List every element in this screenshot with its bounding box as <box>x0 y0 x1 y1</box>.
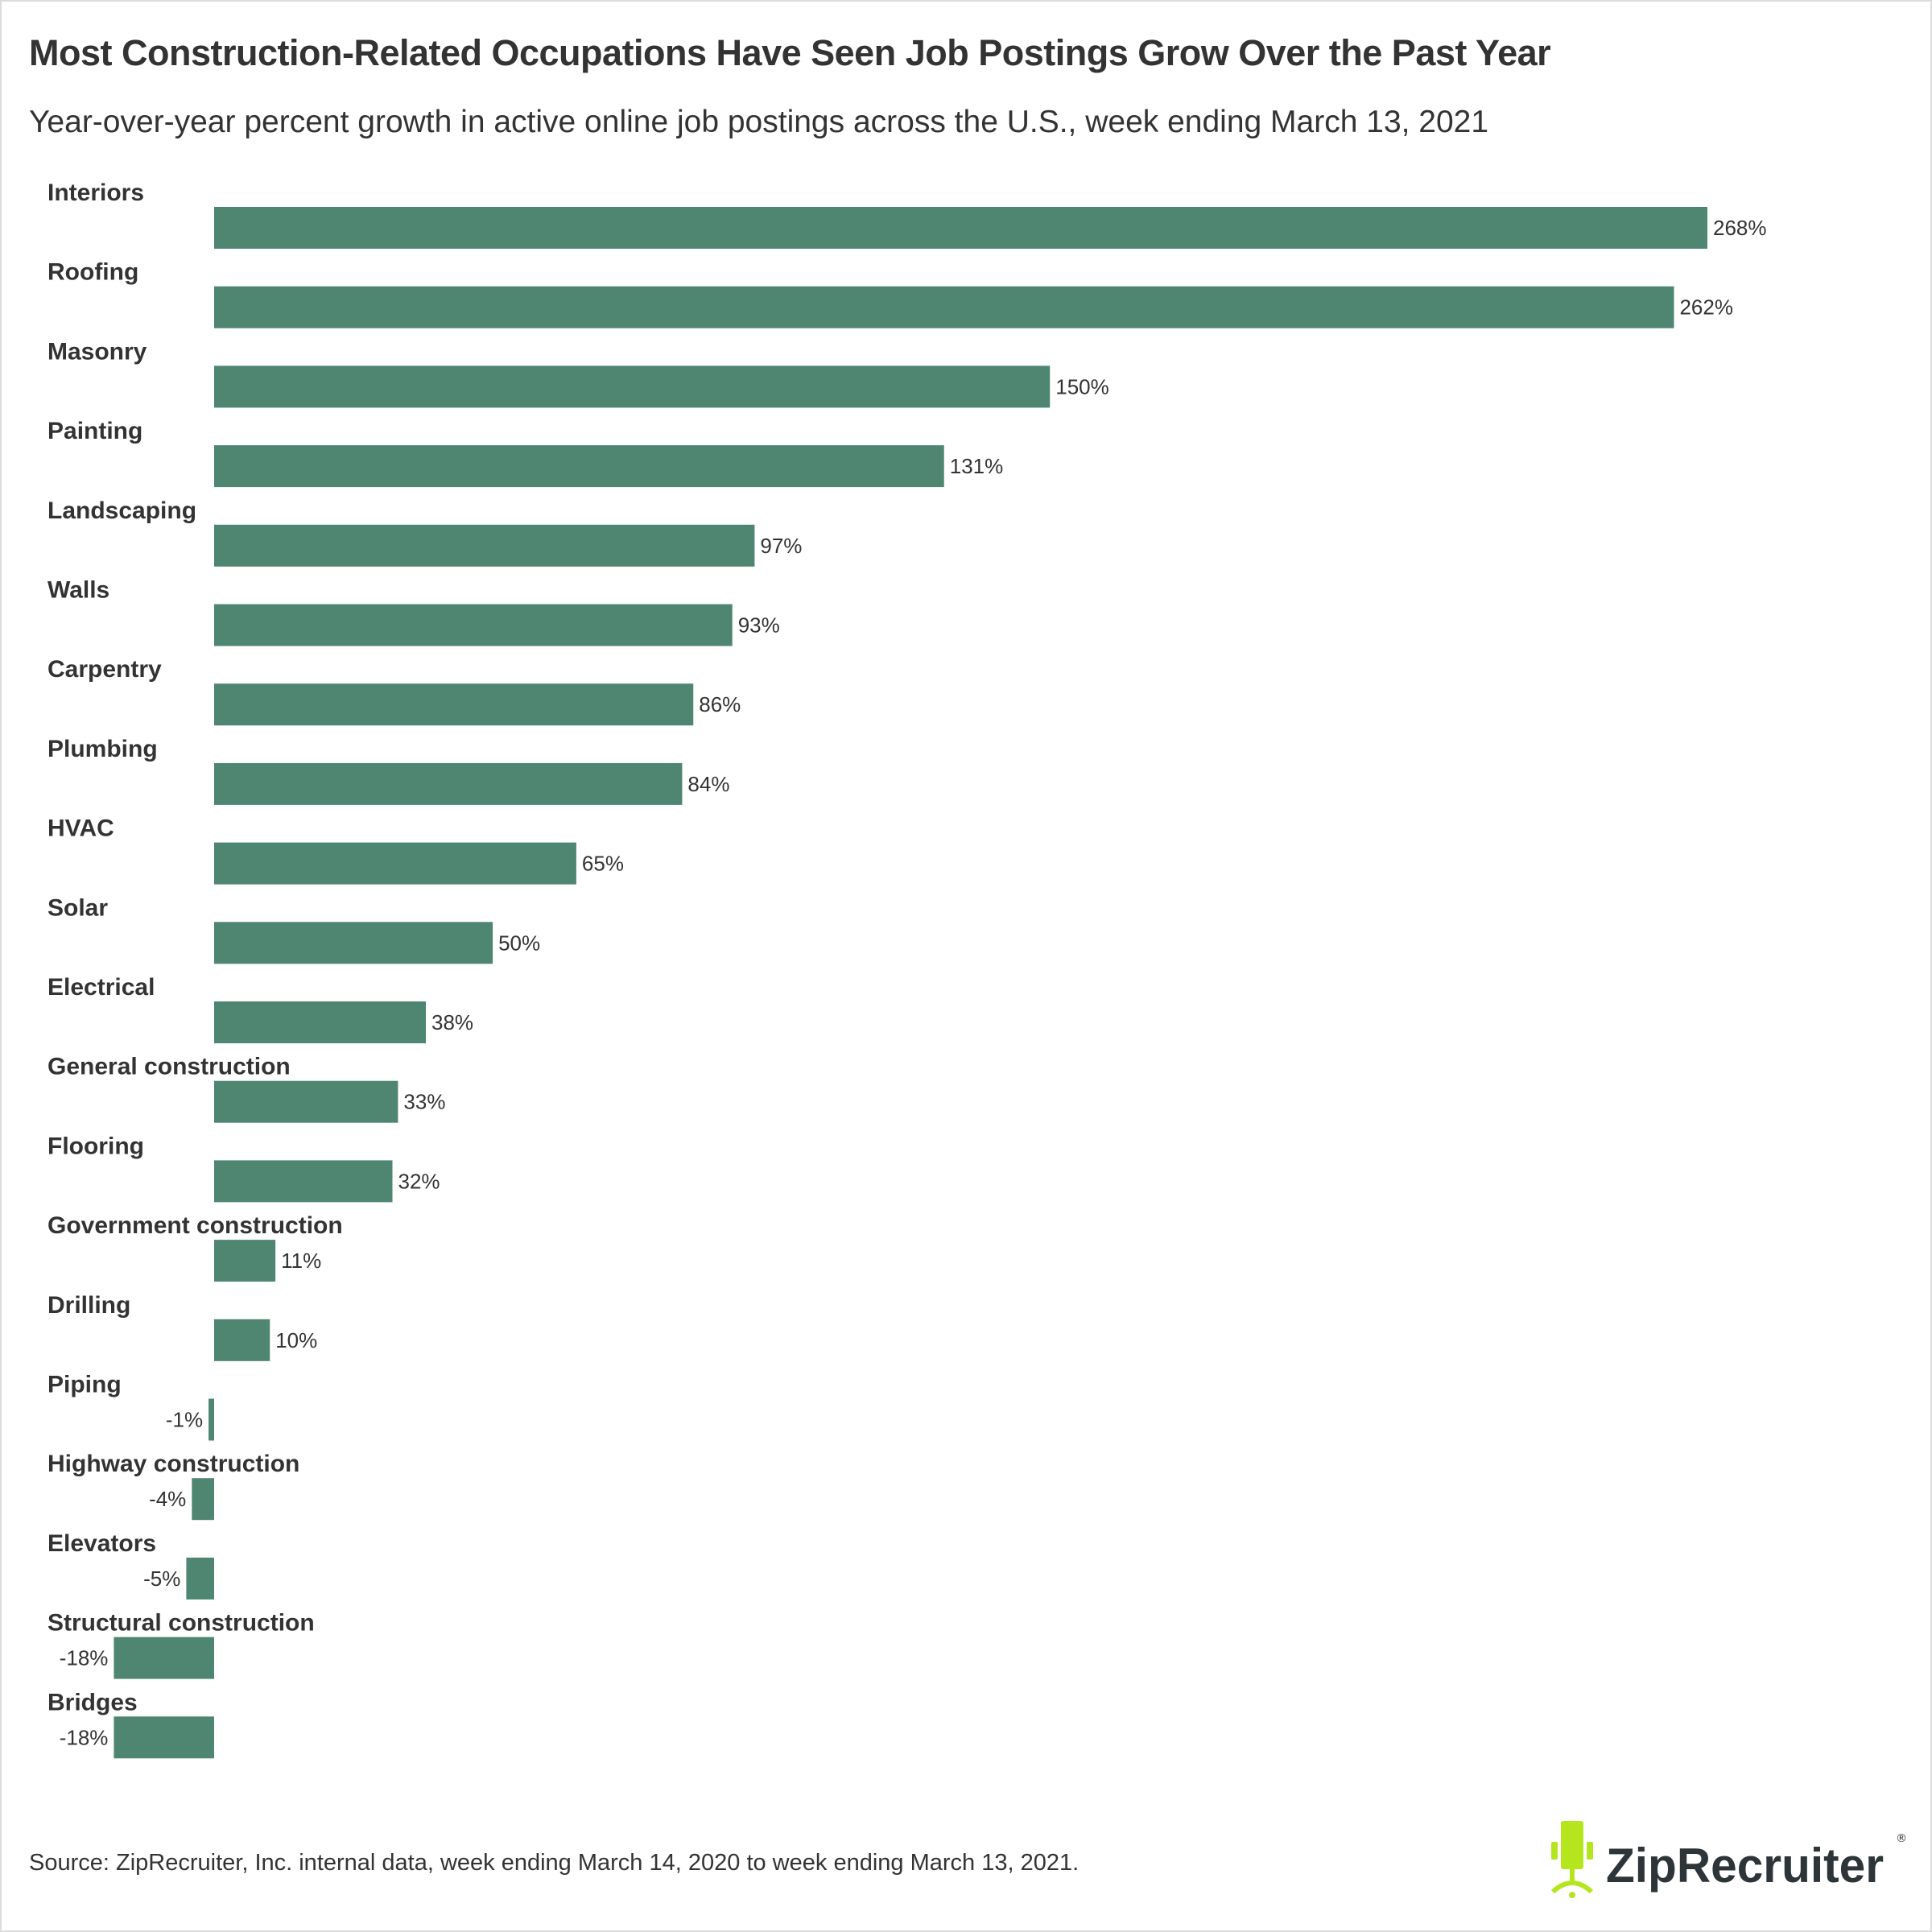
registered-mark: ® <box>1896 1832 1907 1845</box>
value-label: 65% <box>582 852 624 876</box>
source-note: Source: ZipRecruiter, Inc. internal data… <box>29 1850 1080 1876</box>
bar <box>114 1637 214 1679</box>
category-label: Piping <box>47 1372 122 1398</box>
bar <box>214 365 1051 408</box>
category-label: Highway construction <box>47 1451 299 1477</box>
bar <box>208 1398 214 1441</box>
category-label: Painting <box>47 418 142 444</box>
category-label: Roofing <box>47 259 138 286</box>
chart-subtitle: Year-over-year percent growth in active … <box>29 105 1489 139</box>
category-label: Government construction <box>47 1212 343 1239</box>
bar <box>186 1557 214 1600</box>
value-label: 97% <box>760 534 802 558</box>
office-chair-icon <box>1551 1821 1594 1898</box>
bar <box>214 1001 427 1043</box>
value-label: 33% <box>403 1090 445 1114</box>
value-label: 150% <box>1055 374 1109 398</box>
bar <box>192 1478 214 1521</box>
bar <box>214 207 1707 249</box>
bar <box>214 1319 270 1361</box>
value-label: -18% <box>60 1725 109 1749</box>
chart-title: Most Construction-Related Occupations Ha… <box>29 32 1551 73</box>
bar <box>214 922 493 964</box>
logo-text: ZipRecruiter <box>1606 1839 1884 1893</box>
category-label: Interiors <box>47 180 144 206</box>
category-label: Flooring <box>47 1133 144 1159</box>
category-label: Landscaping <box>47 497 196 524</box>
bar <box>214 1240 276 1282</box>
bar <box>114 1716 214 1759</box>
bar <box>214 1160 393 1203</box>
category-label: Masonry <box>47 338 147 365</box>
category-label: Structural construction <box>47 1610 315 1637</box>
category-label: Solar <box>47 894 108 921</box>
bar <box>214 445 944 488</box>
value-label: -4% <box>149 1487 186 1511</box>
value-label: 32% <box>398 1169 440 1193</box>
value-label: 38% <box>431 1010 473 1034</box>
category-label: Elevators <box>47 1530 156 1557</box>
category-label: Walls <box>47 577 109 604</box>
category-label: General construction <box>47 1054 291 1080</box>
category-label: HVAC <box>47 815 114 842</box>
value-label: 93% <box>738 613 780 638</box>
bar <box>214 842 576 885</box>
value-label: 10% <box>275 1328 317 1352</box>
value-label: 50% <box>498 931 540 955</box>
category-label: Plumbing <box>47 736 158 762</box>
bar <box>214 604 733 646</box>
category-label: Carpentry <box>47 656 162 683</box>
value-label: -5% <box>143 1567 180 1591</box>
value-label: 268% <box>1713 216 1767 240</box>
category-label: Electrical <box>47 974 155 1001</box>
value-label: 86% <box>699 692 741 716</box>
category-label: Bridges <box>47 1689 138 1715</box>
bar <box>214 524 755 567</box>
value-label: -18% <box>60 1646 109 1670</box>
bar <box>214 286 1674 328</box>
bar-chart: Interiors 268% Roofing 262% Masonry 150% Paint… <box>47 180 1767 1759</box>
ziprecruiter-logo: ZipRecruiter ® <box>1551 1821 1907 1898</box>
value-label: -1% <box>166 1408 203 1432</box>
value-label: 11% <box>281 1249 321 1273</box>
bar <box>214 1080 398 1123</box>
category-label: Drilling <box>47 1292 130 1319</box>
bar <box>214 762 683 805</box>
value-label: 84% <box>687 772 729 796</box>
value-label: 262% <box>1679 295 1733 320</box>
value-label: 131% <box>950 454 1004 478</box>
bar <box>214 683 694 726</box>
